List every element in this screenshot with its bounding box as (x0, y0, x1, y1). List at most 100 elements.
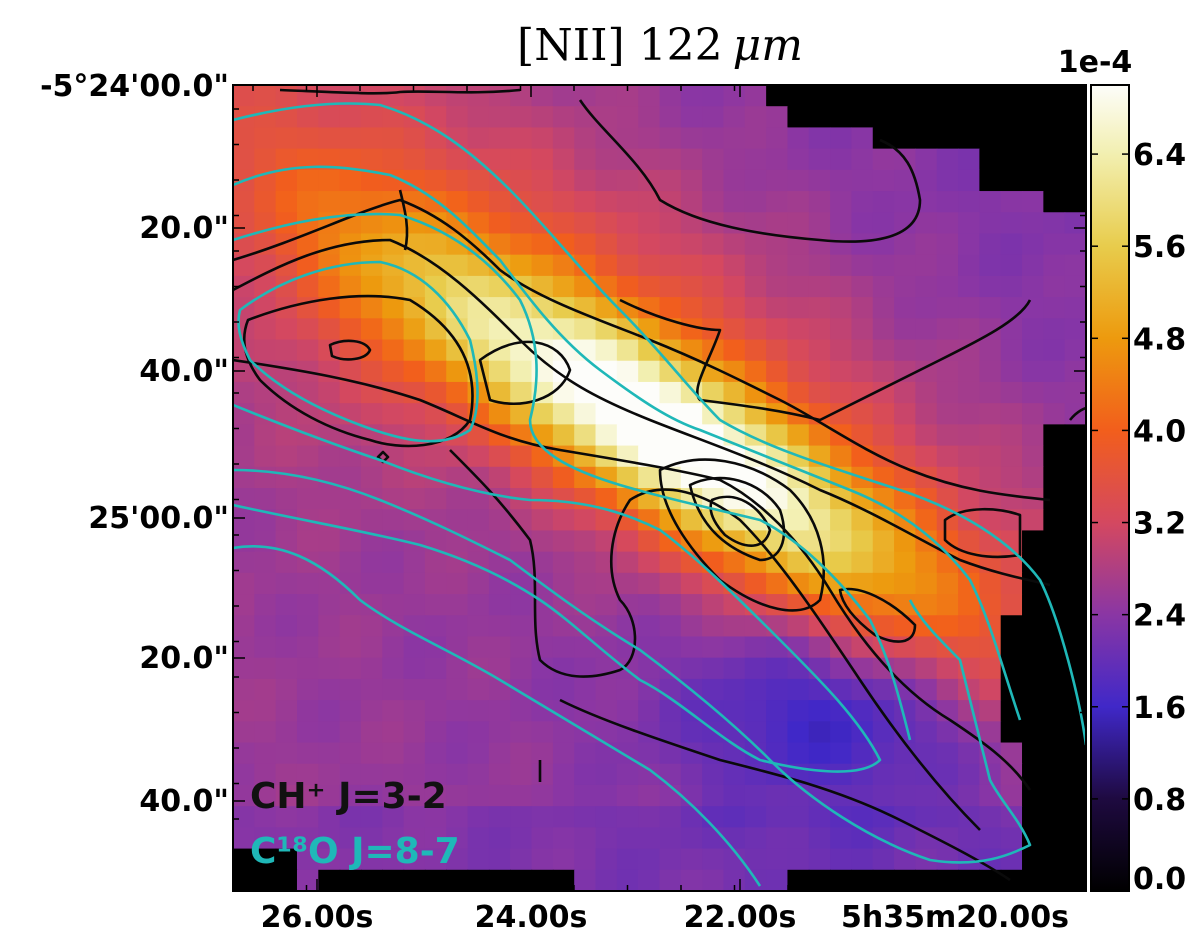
heatmap-cell (638, 827, 661, 850)
heatmap-cell (1022, 403, 1044, 425)
heatmap-cell (638, 636, 661, 659)
heatmap-cell (467, 848, 490, 871)
heatmap-cell (958, 85, 980, 107)
y-tick-label: 40.0" (139, 354, 229, 389)
heatmap-cell (296, 657, 319, 680)
heatmap-cell (616, 827, 639, 850)
heatmap-cell (403, 127, 426, 150)
heatmap-cell (446, 466, 469, 489)
heatmap-cell (1043, 848, 1066, 871)
heatmap-cell (936, 106, 959, 129)
heatmap-cell (467, 85, 490, 107)
heatmap-cell (446, 657, 469, 680)
heatmap-cell (659, 148, 682, 171)
heatmap-cell (574, 106, 597, 129)
heatmap-cell (233, 763, 255, 786)
heatmap-cell (531, 636, 554, 659)
heatmap-cell (360, 763, 383, 786)
heatmap-cell (766, 85, 789, 107)
heatmap-cell (936, 763, 959, 786)
heatmap-cell (1000, 594, 1023, 616)
heatmap-cell (254, 191, 277, 213)
heatmap-cell (424, 445, 447, 468)
heatmap-cell (339, 636, 362, 659)
heatmap-cell (723, 318, 746, 341)
heatmap-cell (915, 827, 938, 850)
heatmap-cell (787, 127, 810, 150)
heatmap-cell (233, 636, 255, 659)
heatmap-cell (382, 615, 405, 638)
heatmap-cell (1000, 403, 1023, 425)
heatmap-cell (830, 127, 853, 150)
heatmap-cell (424, 148, 447, 171)
heatmap-cell (595, 254, 618, 277)
heatmap-cell (723, 827, 746, 850)
heatmap-cell (638, 233, 661, 256)
heatmap-cell (275, 869, 298, 891)
heatmap-cell (254, 85, 277, 107)
colorbar-tick-label: 0.0 (1133, 862, 1186, 897)
heatmap-cell (510, 466, 533, 489)
heatmap-cell (766, 678, 789, 701)
heatmap-cell (808, 148, 831, 171)
heatmap-cell (552, 318, 575, 341)
heatmap-cell (680, 763, 703, 786)
heatmap-cell (360, 657, 383, 680)
heatmap-cell (616, 127, 639, 150)
heatmap-cell (1000, 678, 1023, 701)
heatmap-cell (296, 700, 319, 722)
heatmap-cell (233, 127, 255, 150)
heatmap-cell (446, 784, 469, 807)
heatmap-cell (275, 127, 298, 150)
colorbar-tick-label: 3.2 (1133, 507, 1186, 542)
c18o-contour-6 (233, 468, 1032, 864)
heatmap-cell (1064, 827, 1086, 850)
heatmap-cell (766, 848, 789, 871)
heatmap-cell (1022, 169, 1044, 192)
heatmap-cell (808, 636, 831, 659)
heatmap-cell (339, 275, 362, 298)
heatmap-cell (723, 381, 746, 404)
heatmap-cell (1022, 636, 1044, 659)
heatmap-cell (958, 615, 980, 638)
heatmap-cell (616, 339, 639, 362)
heatmap-cell (744, 339, 767, 362)
heatmap-cell (318, 572, 341, 595)
heatmap-cell (787, 339, 810, 362)
heatmap-cell (979, 657, 1002, 680)
heatmap-cell (872, 678, 895, 701)
heatmap-cell (1064, 148, 1086, 171)
heatmap-cell (723, 233, 746, 256)
heatmap-cell (915, 360, 938, 383)
heatmap-cell (744, 657, 767, 680)
heatmap-cell (1022, 381, 1044, 404)
heatmap-cell (638, 594, 661, 616)
heatmap-cell (467, 594, 490, 616)
heatmap-cell (894, 127, 916, 150)
heatmap-cell (1043, 106, 1066, 129)
heatmap-cell (233, 530, 255, 553)
heatmap-cell (595, 106, 618, 129)
heatmap-cell (616, 551, 639, 574)
heatmap-cell (552, 530, 575, 553)
heatmap-cell (680, 657, 703, 680)
heatmap-cell (915, 509, 938, 532)
colorbar-scale-label: 1e-4 (1058, 45, 1133, 80)
heatmap-cell (360, 212, 383, 235)
heatmap-cell (894, 784, 916, 807)
heatmap-cell (424, 806, 447, 828)
heatmap-cell (552, 742, 575, 765)
heatmap-cell (574, 742, 597, 765)
heatmap-cell (574, 657, 597, 680)
heatmap-cell (403, 572, 426, 595)
heatmap-cell (531, 85, 554, 107)
heatmap-cell (830, 721, 853, 744)
heatmap-cell (595, 848, 618, 871)
heatmap-cell (1022, 869, 1044, 891)
c18o-contour-3 (233, 212, 912, 741)
heatmap-cell (808, 212, 831, 235)
heatmap-cell (638, 466, 661, 489)
heatmap-cell (510, 233, 533, 256)
heatmap-cell (382, 763, 405, 786)
